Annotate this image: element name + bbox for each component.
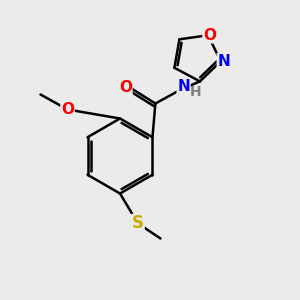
Text: O: O: [61, 102, 74, 117]
Text: N: N: [177, 79, 190, 94]
Text: H: H: [190, 85, 201, 98]
Text: N: N: [218, 54, 230, 69]
Text: O: O: [203, 28, 216, 43]
Text: O: O: [119, 80, 132, 94]
Text: S: S: [132, 214, 144, 232]
